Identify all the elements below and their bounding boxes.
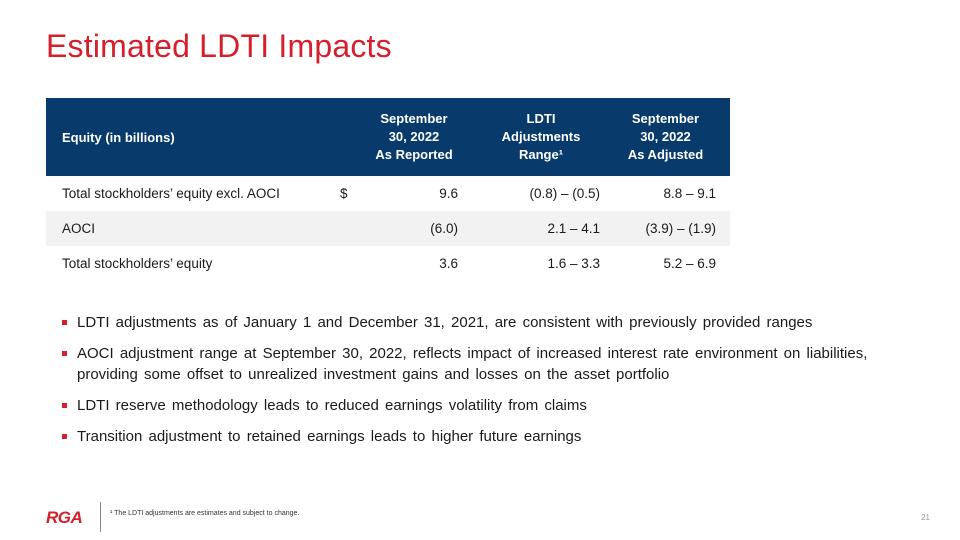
header-as-adjusted-line-2: 30, 2022 [640,129,691,144]
as-reported-value: (6.0) [430,221,458,236]
table-header: Equity (in billions) September 30, 2022 … [46,98,730,176]
square-bullet-icon [62,434,67,439]
header-as-adjusted: September 30, 2022 As Adjusted [601,98,730,176]
footer-divider [100,502,101,532]
list-item: LDTI reserve methodology leads to reduce… [62,395,902,416]
bullet-text: Transition adjustment to retained earnin… [77,428,582,445]
header-ldti-adjustments: LDTI Adjustments Range¹ [477,98,605,176]
header-as-reported-line-1: September [380,111,448,126]
header-as-adjusted-line-1: September [631,111,700,126]
list-item: LDTI adjustments as of January 1 and Dec… [62,312,902,333]
page-number: 21 [921,513,930,522]
rga-logo: RGA [46,508,83,527]
header-as-reported: September 30, 2022 As Reported [350,98,478,176]
square-bullet-icon [62,320,67,325]
equity-table: Equity (in billions) September 30, 2022 … [46,98,730,281]
bullet-list: LDTI adjustments as of January 1 and Dec… [62,312,902,457]
header-ldti-line-1: LDTI [526,111,556,126]
square-bullet-icon [62,403,67,408]
row-label: AOCI [62,221,96,236]
row-label: Total stockholders’ equity [62,256,213,271]
as-reported-value: 3.6 [439,256,458,271]
header-equity-label: Equity (in billions) [62,129,175,145]
header-as-reported-line-3: As Reported [375,147,453,162]
as-reported-value: 9.6 [439,186,458,201]
list-item: AOCI adjustment range at September 30, 2… [62,343,902,385]
adjustment-range-value: (0.8) – (0.5) [529,186,600,201]
footnote: ¹ The LDTI adjustments are estimates and… [110,510,300,517]
bullet-text: LDTI adjustments as of January 1 and Dec… [77,314,813,331]
header-as-reported-line-2: 30, 2022 [388,129,440,144]
as-adjusted-value: (3.9) – (1.9) [645,221,716,236]
list-item: Transition adjustment to retained earnin… [62,426,902,447]
bullet-text: LDTI reserve methodology leads to reduce… [77,397,587,414]
header-ldti-line-2: Adjustments [501,129,581,144]
header-ldti-line-3: Range¹ [518,147,564,162]
square-bullet-icon [62,351,67,356]
adjustment-range-value: 1.6 – 3.3 [547,256,600,271]
currency-symbol: $ [340,186,348,201]
table-row: AOCI (6.0) 2.1 – 4.1 (3.9) – (1.9) [46,211,730,246]
row-label: Total stockholders’ equity excl. AOCI [62,186,280,201]
page-title: Estimated LDTI Impacts [46,28,392,64]
bullet-text: AOCI adjustment range at September 30, 2… [77,345,868,383]
table-row: Total stockholders’ equity 3.6 1.6 – 3.3… [46,246,730,281]
as-adjusted-value: 5.2 – 6.9 [663,256,716,271]
header-as-adjusted-line-3: As Adjusted [627,147,704,162]
adjustment-range-value: 2.1 – 4.1 [547,221,600,236]
as-adjusted-value: 8.8 – 9.1 [663,186,716,201]
table-row: Total stockholders’ equity excl. AOCI $ … [46,176,730,211]
